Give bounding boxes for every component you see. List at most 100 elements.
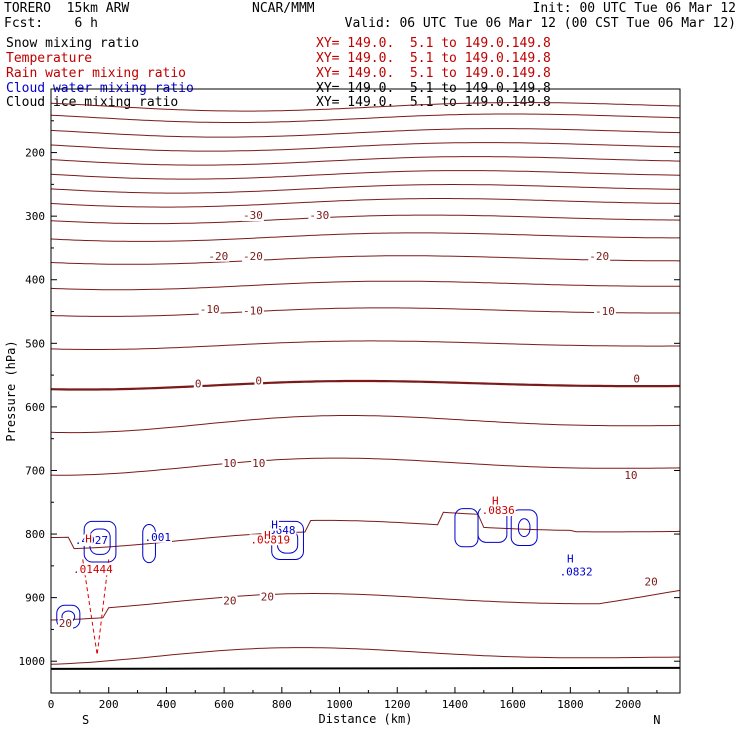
isotherm-label: -20 [208, 250, 228, 263]
rain-water-label: .0836 [482, 504, 515, 517]
isotherm-label-bg [259, 591, 275, 603]
legend-rain-xy: XY= 149.0. 5.1 to 149.0.149.8 [316, 66, 551, 81]
isotherm-label: -10 [200, 303, 220, 316]
x-tick-label: 800 [272, 698, 292, 711]
isotherm-line [50, 198, 681, 208]
isotherm-label: 20 [261, 591, 274, 604]
legend-temperature-name: Temperature [6, 51, 93, 66]
isotherm-label: 0 [195, 378, 202, 391]
isotherm-label: -20 [243, 250, 263, 263]
isotherm-label-bg [222, 595, 238, 607]
temperature-isotherms [50, 102, 681, 670]
y-tick-label: 600 [25, 401, 45, 414]
isotherm-label: -10 [595, 305, 615, 318]
isotherm-line [50, 340, 680, 350]
maximum-marker: H [271, 519, 278, 532]
maximum-marker-bg [84, 533, 93, 545]
plot-frame [50, 88, 681, 694]
maximum-marker: H [85, 533, 92, 546]
isotherm-label-bg [242, 210, 264, 222]
isotherm-label-bg [198, 304, 221, 316]
isotherm-label: 0 [633, 372, 640, 385]
isotherm-label-bg [207, 250, 230, 262]
isotherm-line [50, 156, 681, 166]
isotherm-line [50, 647, 680, 665]
legend-snow-xy: XY= 149.0. 5.1 to 149.0.149.8 [316, 36, 551, 51]
cloud-water-label-bg [143, 531, 172, 543]
isotherm-label-bg [643, 576, 659, 588]
x-tick-label: 600 [214, 698, 234, 711]
cloud-water-contour [510, 509, 538, 546]
isotherm-line [50, 232, 680, 242]
isotherm-label: 10 [252, 457, 265, 470]
x-tick-label: 400 [156, 698, 176, 711]
isotherm-line [50, 142, 681, 152]
forecast-hour: Fcst: 6 h [4, 16, 98, 31]
legend-rain-name: Rain water mixing ratio [6, 66, 187, 81]
x-tick-label: 1600 [499, 698, 526, 711]
isotherm-line [50, 589, 681, 621]
isotherm-line [50, 113, 681, 123]
cloud-water-label-bg [261, 524, 297, 536]
isotherm-line [50, 280, 680, 291]
y-tick-label: 400 [25, 274, 45, 287]
cloud-water-contours [56, 506, 538, 629]
isotherm-label-bg [254, 375, 264, 387]
isotherm-line [50, 415, 681, 434]
isotherm-line [50, 128, 681, 138]
x-tick-label: 1000 [326, 698, 353, 711]
ground-line [50, 666, 681, 670]
maximum-marker: H [264, 529, 271, 542]
x-tick-label: 1800 [557, 698, 584, 711]
rain-water-label: .01444 [73, 563, 113, 576]
rain-water-label-bg [480, 505, 516, 517]
y-tick-label: 200 [25, 147, 45, 160]
isotherm-label: 20 [645, 575, 658, 588]
x-axis-label: Distance (km) [319, 712, 413, 726]
cloud-water-label-bg [558, 566, 594, 578]
legend-temperature-xy: XY= 149.0. 5.1 to 149.0.149.8 [316, 51, 551, 66]
isotherm-line [50, 457, 681, 476]
contour-labels: -30 -30 -20 -20 -20 -10 -10 -10 0 0 0 10 10 10 20 20 20 2… [57, 209, 659, 630]
valid-time: Valid: 06 UTC Tue 06 Mar 12 (00 CST Tue … [344, 16, 736, 31]
isotherm-label-bg [242, 250, 264, 262]
init-time: Init: 00 UTC Tue 06 Mar 12 [532, 1, 737, 16]
y-axis-label: Pressure (hPa) [4, 340, 18, 441]
maximum-marker-bg [566, 553, 575, 565]
south-end-label: S [82, 713, 89, 727]
isotherm-label: -10 [243, 304, 263, 317]
cloud-water-contour [517, 518, 531, 538]
isotherm-line [50, 255, 681, 265]
isotherm-label-bg [57, 618, 74, 630]
rain-water-label-bg [72, 564, 114, 576]
north-end-label: N [653, 713, 660, 727]
isotherm-label: 20 [59, 617, 72, 630]
y-tick-label: 800 [25, 528, 45, 541]
isotherm-label: 10 [223, 457, 236, 470]
isotherm-label: 20 [223, 594, 236, 607]
isotherm-label-bg [242, 305, 264, 317]
cloud-water-label: .0832 [560, 566, 593, 579]
y-tick-label: 500 [25, 337, 45, 350]
y-tick-label: 900 [25, 592, 45, 605]
maximum-marker-bg [270, 519, 279, 531]
isotherm-label: -20 [589, 250, 609, 263]
isotherm-label-bg [251, 458, 267, 470]
isotherm-line [50, 170, 681, 180]
isotherm-label-bg [308, 210, 331, 222]
isotherm-line [50, 214, 681, 225]
legend-snow-name: Snow mixing ratio [6, 36, 140, 51]
x-tick-label: 2000 [615, 698, 642, 711]
y-tick-label: 300 [25, 210, 45, 223]
organization-title: NCAR/MMM [252, 1, 315, 16]
isotherm-label: 10 [624, 469, 637, 482]
cloud-water-label: .001 [145, 531, 172, 544]
x-tick-label: 1200 [384, 698, 411, 711]
isotherm-label-bg [594, 306, 616, 318]
isotherm-line [50, 102, 681, 112]
maximum-marker: H [492, 495, 499, 508]
model-title: TORERO 15km ARW [4, 1, 130, 16]
x-tick-label: 0 [48, 698, 55, 711]
